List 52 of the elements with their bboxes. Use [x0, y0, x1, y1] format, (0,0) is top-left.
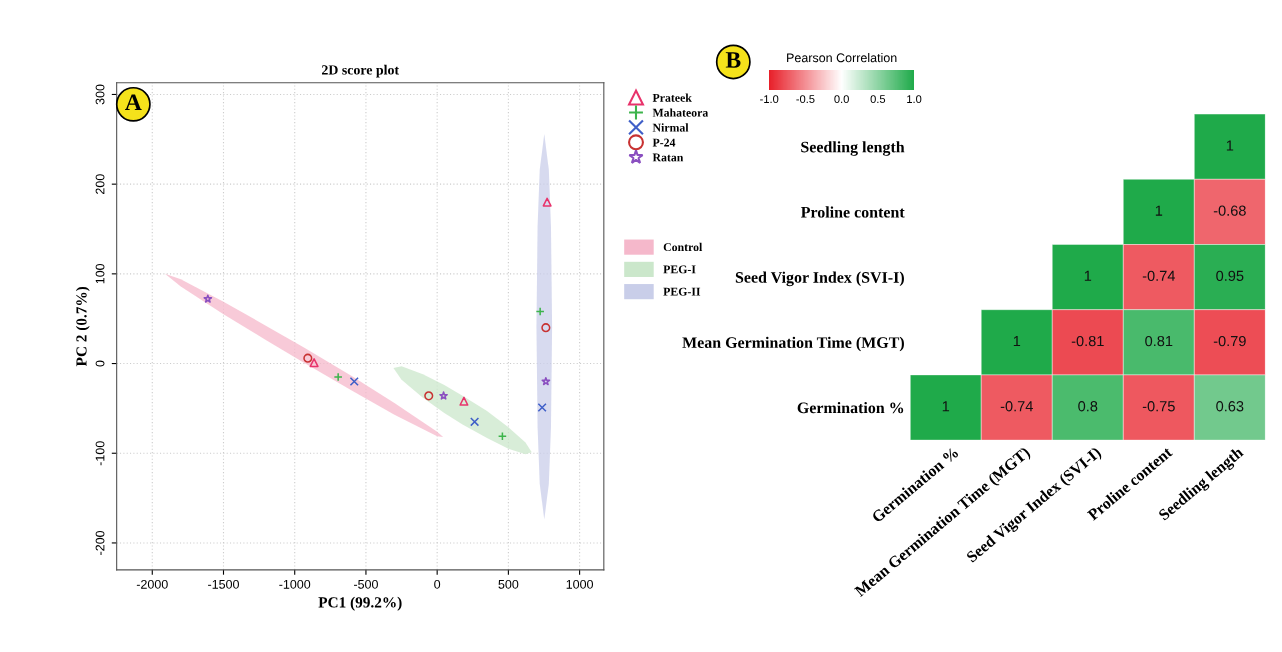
data-label: -0.81 [1071, 335, 1104, 347]
y-tick-label: Mean Germination Time (MGT) [682, 336, 904, 352]
y-axis-title: PC 2 (0.7%) [75, 286, 90, 367]
y-tick-label: Seed Vigor Index (SVI-I) [735, 271, 904, 287]
color-bar-label: -1.0 [760, 95, 779, 103]
data-label: 0.95 [1216, 270, 1244, 282]
data-label: -0.75 [1142, 401, 1175, 412]
data-label: 1 [1084, 270, 1092, 281]
data-label: 1 [1226, 140, 1234, 151]
data-label: 0.81 [1145, 335, 1173, 347]
color-bar-label: 1.0 [907, 95, 922, 103]
x-tick-label: 500 [498, 579, 519, 589]
x-tick-label: -1000 [279, 579, 311, 589]
color-bar-title: Pearson Correlation [787, 53, 897, 63]
data-label: -0.74 [1000, 401, 1033, 412]
y-tick-label: Proline content [800, 206, 905, 218]
legend-label: PEG-I [663, 265, 696, 274]
color-bar-label: 0.5 [870, 95, 886, 103]
y-tick-label: Seedling length [801, 141, 905, 156]
y-tick-label: -200 [95, 530, 105, 555]
legend-label: Ratan [652, 153, 684, 162]
data-label: -0.74 [1142, 270, 1175, 282]
text: B [725, 52, 741, 68]
x-tick-label: -1500 [208, 579, 239, 589]
x-tick-label: -500 [353, 579, 378, 589]
annotation: A [125, 94, 142, 110]
data-label: 0.8 [1078, 401, 1098, 412]
y-tick-label: 100 [95, 263, 105, 284]
data-label: 1 [1013, 336, 1021, 347]
x-axis-title: PC1 (99.2%) [318, 596, 402, 611]
data-label: 1 [942, 401, 950, 412]
y-tick-label: 0 [95, 360, 105, 367]
legend-label: Control [663, 242, 703, 252]
data-label: 0.63 [1216, 401, 1244, 412]
y-tick-label: 300 [95, 84, 105, 105]
data-label: -0.79 [1213, 335, 1246, 347]
x-tick-label: 0 [434, 579, 441, 589]
color-bar-label: -0.5 [796, 95, 815, 103]
data-label: -0.68 [1213, 205, 1246, 216]
legend-label: Prateek [652, 93, 692, 102]
legend-label: Mahateora [652, 108, 709, 117]
legend-label: PEG-II [663, 287, 701, 296]
x-tick-label: -2000 [136, 579, 168, 589]
chart-title: 2D score plot [321, 64, 400, 78]
x-tick-label: 1000 [566, 579, 594, 589]
legend-label: P-24 [652, 138, 676, 147]
data-label: 1 [1155, 205, 1163, 216]
color-bar-label: 0.0 [834, 95, 849, 103]
y-tick-label: Germination % [797, 401, 904, 414]
legend-label: Nirmal [652, 123, 689, 132]
y-tick-label: 200 [95, 174, 105, 194]
y-tick-label: -100 [95, 441, 105, 466]
